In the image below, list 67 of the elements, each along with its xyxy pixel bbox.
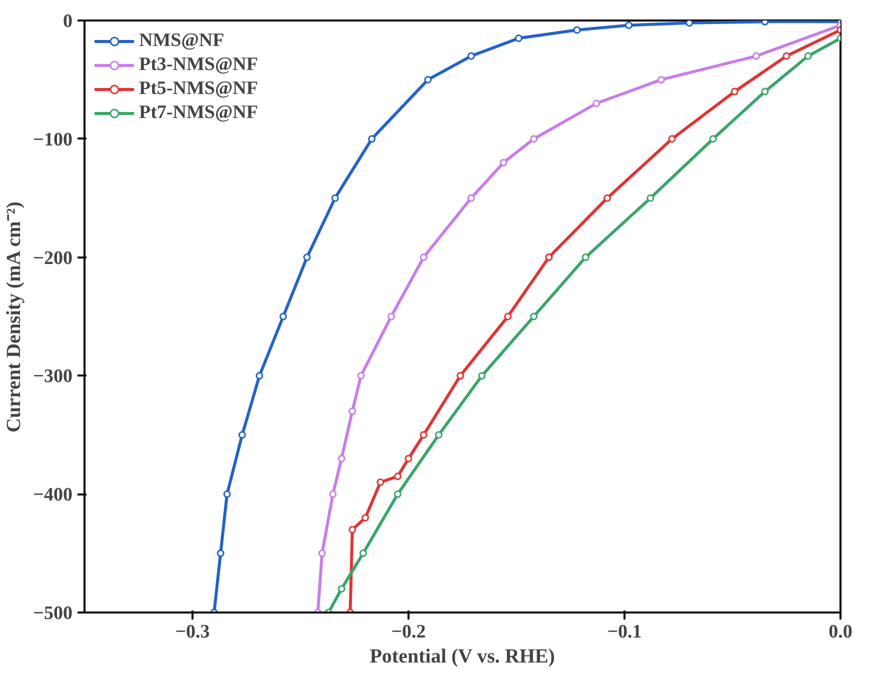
point bbox=[329, 490, 337, 498]
point bbox=[434, 431, 442, 439]
point bbox=[420, 431, 428, 439]
point bbox=[348, 526, 356, 534]
point bbox=[348, 407, 356, 415]
point bbox=[530, 135, 538, 143]
point bbox=[387, 312, 395, 320]
point bbox=[394, 472, 402, 480]
point bbox=[573, 26, 581, 34]
point bbox=[424, 76, 432, 84]
legend-label: NMS@NF bbox=[139, 30, 224, 52]
point bbox=[530, 312, 538, 320]
point bbox=[668, 135, 676, 143]
x-tick-label: −0.2 bbox=[391, 622, 426, 642]
point bbox=[376, 478, 384, 486]
x-axis-title: Potential (V vs. RHE) bbox=[370, 646, 555, 668]
point bbox=[500, 158, 508, 166]
point bbox=[256, 372, 264, 380]
y-axis-title: Current Density (mA cm⁻²) bbox=[3, 202, 26, 433]
point bbox=[686, 20, 694, 27]
legend-label: Pt3-NMS@NF bbox=[139, 54, 258, 76]
point bbox=[752, 52, 760, 60]
point bbox=[478, 372, 486, 380]
point bbox=[394, 490, 402, 498]
point bbox=[279, 312, 287, 320]
point bbox=[782, 52, 790, 60]
point bbox=[357, 372, 365, 380]
legend-label: Pt5-NMS@NF bbox=[139, 78, 258, 100]
x-tick-label: −0.3 bbox=[175, 622, 210, 642]
y-tick-label: −200 bbox=[33, 248, 72, 269]
point bbox=[646, 194, 654, 202]
point bbox=[368, 135, 376, 143]
point bbox=[216, 550, 224, 558]
legend-label: Pt7-NMS@NF bbox=[139, 102, 258, 124]
point bbox=[625, 21, 633, 29]
point bbox=[545, 254, 553, 262]
point bbox=[223, 490, 231, 498]
y-tick-label: −100 bbox=[33, 129, 72, 150]
point bbox=[504, 312, 512, 320]
point bbox=[318, 550, 326, 558]
point bbox=[331, 194, 339, 202]
point bbox=[467, 194, 475, 202]
point bbox=[456, 372, 464, 380]
x-tick-label: −0.1 bbox=[607, 622, 642, 642]
point bbox=[338, 585, 346, 593]
point bbox=[467, 52, 475, 60]
x-tick-label: 0.0 bbox=[828, 622, 852, 642]
point bbox=[592, 100, 600, 108]
y-tick-label: −300 bbox=[33, 366, 72, 388]
point bbox=[761, 88, 769, 96]
point bbox=[514, 34, 522, 42]
point bbox=[303, 254, 311, 262]
y-tick-label: −400 bbox=[33, 484, 72, 506]
point bbox=[804, 52, 812, 60]
point bbox=[730, 88, 738, 96]
point bbox=[603, 194, 611, 202]
point bbox=[709, 135, 717, 143]
point bbox=[404, 454, 412, 462]
point bbox=[582, 254, 590, 262]
point bbox=[238, 431, 246, 439]
point bbox=[338, 454, 346, 462]
point bbox=[359, 550, 367, 558]
point bbox=[362, 514, 370, 522]
point bbox=[657, 76, 665, 84]
y-tick-label: −500 bbox=[33, 603, 72, 624]
point bbox=[420, 254, 428, 262]
y-tick-label: 0 bbox=[63, 11, 72, 32]
